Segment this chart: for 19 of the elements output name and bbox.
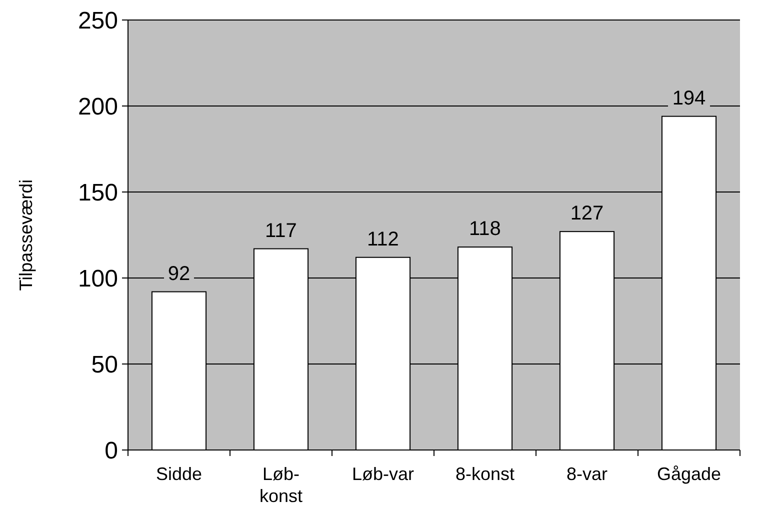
y-tick-label: 250 xyxy=(78,7,118,34)
data-label: 92 xyxy=(168,262,190,285)
x-tick-label: Løb-var xyxy=(352,464,414,484)
x-tick-label: Løb-konst xyxy=(259,464,303,506)
data-label: 117 xyxy=(265,220,297,242)
y-tick-label: 200 xyxy=(78,93,118,120)
y-tick-label: 150 xyxy=(78,179,118,206)
data-label: 194 xyxy=(672,87,706,110)
data-label: 127 xyxy=(570,202,604,225)
x-tick-label: Gågade xyxy=(656,464,722,484)
y-tick-label: 0 xyxy=(104,437,118,464)
y-tick-label: 100 xyxy=(78,265,118,292)
data-label: 112 xyxy=(367,228,399,250)
data-label: 118 xyxy=(469,218,501,240)
y-axis-title: Tilpasseværdi xyxy=(16,179,36,291)
x-tick-label: 8-konst xyxy=(455,464,515,484)
x-tick-label: Sidde xyxy=(156,464,202,484)
x-tick-label: 8-var xyxy=(566,464,608,484)
y-tick-label: 50 xyxy=(91,351,118,378)
